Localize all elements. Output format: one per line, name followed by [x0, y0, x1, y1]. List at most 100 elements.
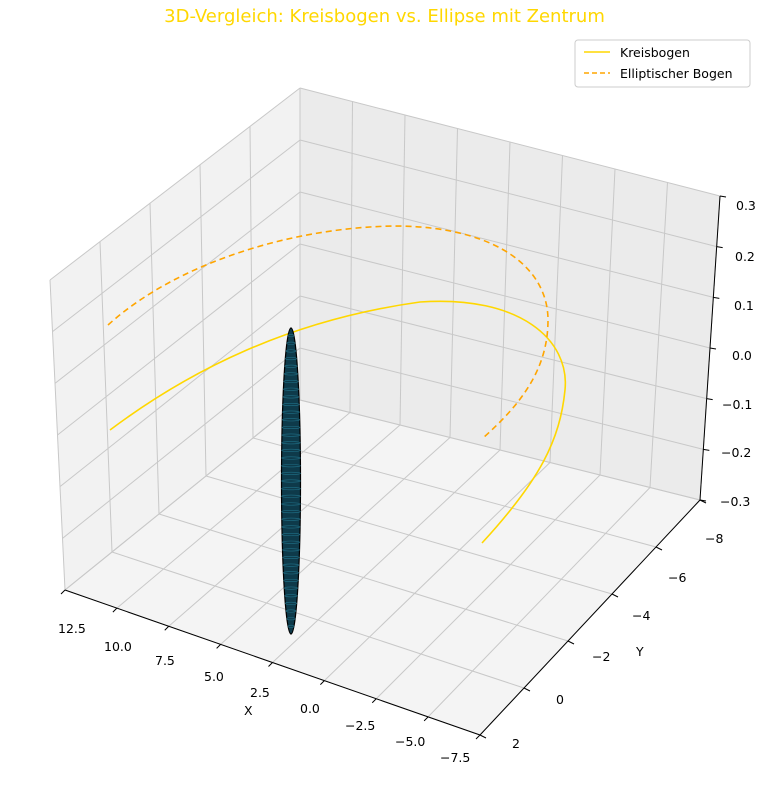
y-tick-mark [567, 640, 575, 645]
ellipsoid-mesh-ring [287, 624, 295, 628]
grid-line [199, 164, 207, 477]
grid-line [324, 462, 551, 681]
ellipsoid-mesh-ring [281, 433, 301, 437]
x-tick-mark [216, 644, 221, 649]
ellipsoid-mesh-ring [281, 502, 301, 506]
grid-line [49, 87, 301, 281]
ellipsoid-mesh-ring [286, 617, 296, 621]
ellipsoid-mesh-ring [283, 372, 299, 376]
grid-line [299, 295, 707, 400]
ellipsoid-mesh-ring [282, 548, 300, 552]
y-tick-label: −8 [705, 531, 723, 546]
x-tick-mark [268, 662, 273, 667]
grid-line [249, 126, 254, 439]
x-tick-label: −5.0 [395, 734, 425, 749]
y-axis-line [479, 499, 701, 736]
z-tick-mark [706, 398, 713, 401]
ellipsoid-mesh-ring [281, 464, 301, 468]
series-line-elliptischer-bogen[interactable] [107, 225, 549, 439]
x-tick-label: 5.0 [204, 669, 224, 684]
ellipsoid-mesh-ring [281, 533, 301, 537]
x-tick-label: 7.5 [155, 653, 175, 668]
y-tick-label: −2 [592, 649, 610, 664]
y-tick-mark [523, 687, 531, 692]
center-ellipsoid[interactable] [280, 327, 302, 635]
grid-line [116, 412, 351, 609]
x-tick-label: −7.5 [440, 750, 470, 765]
x-tick-label: −2.5 [345, 718, 375, 733]
z-tick-label: −0.3 [720, 494, 750, 509]
ellipsoid-mesh-ring [284, 357, 297, 361]
z-tick-label: 0.0 [732, 348, 752, 363]
y-tick-mark [479, 734, 487, 739]
grid-line [111, 551, 525, 689]
x-axis-label: X [244, 703, 253, 718]
x-tick-mark [423, 716, 429, 722]
z-tick-mark [699, 499, 707, 502]
ellipsoid-mesh-ring [282, 395, 300, 399]
ellipsoid-mesh-ring [283, 387, 299, 391]
grid-line [54, 191, 301, 384]
ellipsoid-mesh-ring [282, 555, 300, 559]
ellipsoid-mesh-ring [287, 334, 295, 338]
ellipsoid-mesh-ring [281, 487, 301, 491]
x-tick-mark [320, 680, 325, 685]
x-tick-label: 2.5 [250, 685, 270, 700]
z-tick-mark [716, 246, 723, 249]
x-tick-mark [60, 589, 66, 595]
grid-line [299, 347, 704, 450]
ellipsoid-mesh-ring [281, 441, 301, 445]
grid-line [52, 139, 301, 333]
ellipsoid-mesh-ring [281, 448, 301, 452]
ellipsoid-mesh-ring [282, 563, 300, 567]
ellipsoid-mesh-ring [286, 341, 296, 345]
x-tick-mark [475, 734, 481, 740]
ellipsoid-mesh-ring [283, 380, 299, 384]
grid-line [252, 437, 657, 548]
ellipsoid-mesh-ring [281, 494, 301, 498]
ellipsoid-mesh-ring [283, 578, 299, 582]
grid-line [205, 475, 613, 595]
z-tick-label: −0.1 [722, 397, 752, 412]
ellipsoid-mesh-ring [284, 601, 297, 605]
grid-line [375, 474, 601, 700]
y-axis-ticks: −8 −6 −4 −2 0 2 [512, 531, 723, 751]
z-axis-ticks: 0.3 0.2 0.1 0.0 −0.1 −0.2 −0.3 [720, 198, 756, 509]
z-tick-label: 0.3 [736, 198, 756, 213]
ellipsoid-mesh-ring [281, 510, 301, 514]
ellipsoid-mesh-ring [281, 540, 301, 544]
ellipsoid-mesh-ring [282, 402, 300, 406]
pane-back [300, 88, 720, 500]
grid-line [57, 243, 301, 436]
x-tick-label: 12.5 [58, 621, 86, 636]
legend: Kreisbogen Elliptischer Bogen [574, 39, 751, 88]
y-tick-label: 0 [556, 692, 564, 707]
ellipsoid-mesh-ring [281, 525, 301, 529]
y-axis-label: Y [635, 644, 644, 659]
pane-left [50, 88, 300, 590]
grid-line [64, 399, 301, 591]
grid-line [99, 241, 113, 553]
grid-line [299, 243, 711, 349]
grid-line [299, 139, 717, 248]
ellipsoid-mesh-ring [281, 425, 301, 429]
ellipsoid-mesh-ring [281, 456, 301, 460]
z-tick-mark [713, 296, 720, 299]
ellipsoid-mesh-ring [281, 418, 301, 422]
ellipsoid-mesh-ring [283, 571, 299, 575]
ellipsoid-mesh-ring [284, 594, 298, 598]
y-tick-label: −4 [632, 608, 650, 623]
z-tick-mark [719, 195, 727, 198]
ellipsoid-mesh-ring [281, 517, 301, 521]
grid-line [220, 437, 451, 645]
y-tick-label: 2 [512, 736, 520, 751]
legend-label-elliptischer-bogen: Elliptischer Bogen [620, 66, 733, 81]
z-tick-label: 0.2 [735, 249, 755, 264]
grid-line [49, 279, 66, 591]
x-axis-ticks: 12.5 10.0 7.5 5.0 2.5 0.0 −2.5 −5.0 −7.5 [58, 621, 470, 765]
series-line-kreisbogen[interactable] [109, 300, 567, 544]
ellipsoid-mesh-ring [281, 471, 301, 475]
x-tick-mark [112, 607, 118, 613]
z-tick-mark [709, 347, 717, 350]
